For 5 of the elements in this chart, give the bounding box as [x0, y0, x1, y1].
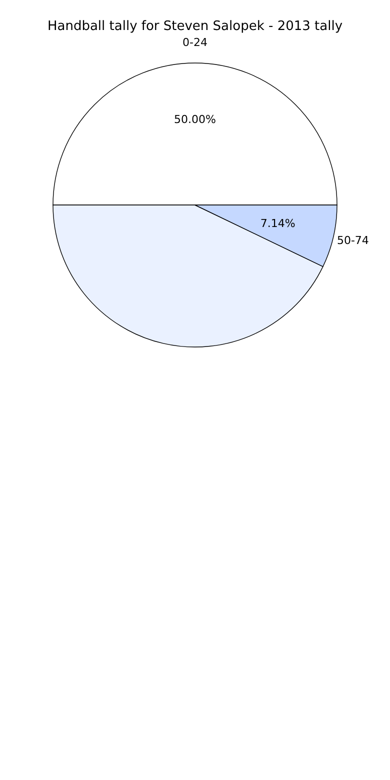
data-label: 7.14%: [260, 216, 296, 230]
slice-label: 0-24: [182, 36, 208, 49]
slice-label: 50-74: [336, 234, 369, 248]
data-label: 50.00%: [174, 113, 216, 126]
chart-title: Handball tally for Steven Salopek - 2013 tally: [47, 19, 343, 34]
